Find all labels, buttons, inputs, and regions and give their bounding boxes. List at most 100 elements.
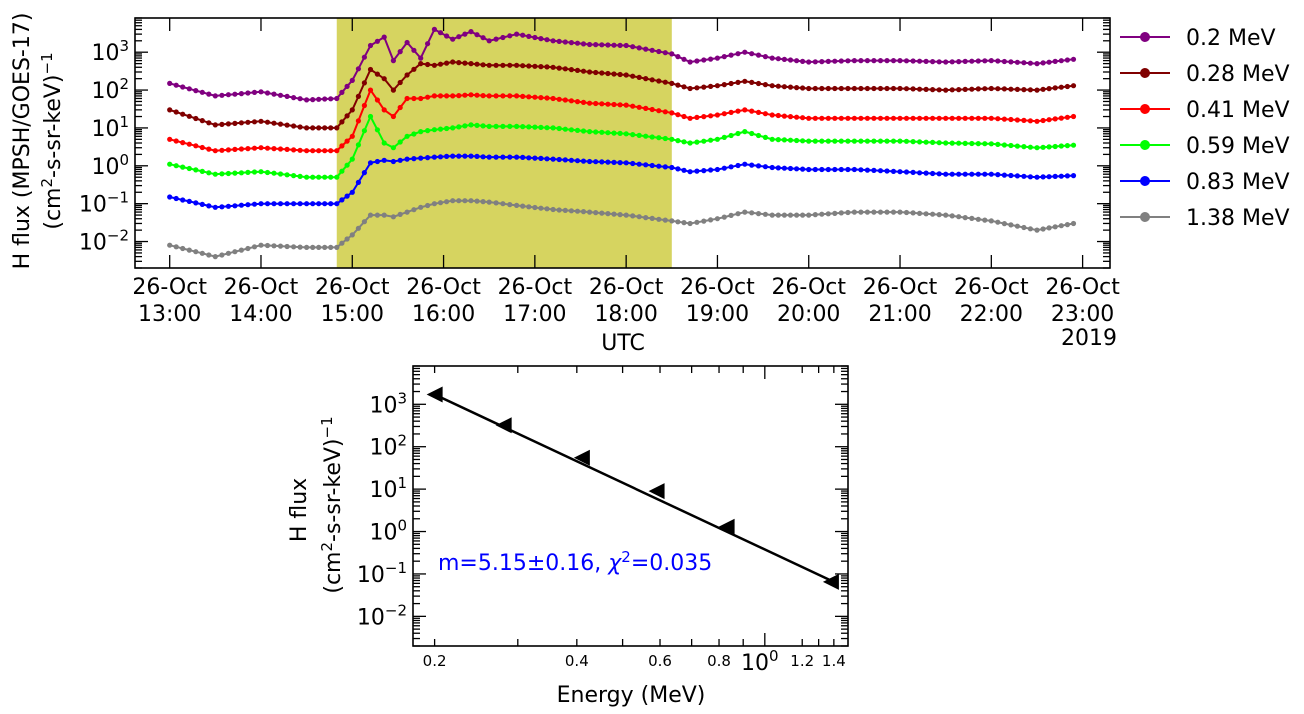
- series-2-point-27: [339, 143, 345, 149]
- series-4-point-96: [781, 165, 788, 171]
- series-4-point-28: [344, 193, 350, 199]
- series-3-point-59: [544, 125, 550, 131]
- series-3-point-0: [167, 161, 173, 167]
- series-2-point-101: [812, 115, 818, 121]
- series-3-point-55: [520, 124, 526, 130]
- series-3-point-21: [304, 174, 310, 180]
- series-3-point-110: [871, 138, 877, 144]
- series-0-point-69: [605, 42, 611, 48]
- series-4-point-141: [1070, 173, 1077, 179]
- series-3-point-45: [456, 124, 462, 130]
- series-3-point-112: [884, 138, 890, 144]
- series-4-point-9: [225, 203, 231, 209]
- series-4-point-139: [1058, 173, 1064, 179]
- series-0-point-49: [480, 35, 486, 41]
- series-3-point-136: [1040, 144, 1046, 150]
- series-3-point-114: [897, 138, 903, 144]
- series-4-point-122: [949, 171, 955, 177]
- y-tick-label: 101: [91, 113, 129, 142]
- series-3-point-115: [903, 138, 910, 144]
- series-4-point-58: [538, 155, 544, 161]
- series-0-point-68: [599, 42, 605, 48]
- y-tick-label: 102: [369, 432, 407, 461]
- series-4-point-26: [334, 201, 340, 207]
- series-5-point-30: [355, 225, 361, 231]
- x-tick-label-time: 21:00: [868, 302, 931, 327]
- spectrum-point-2: [573, 449, 590, 466]
- series-1-point-6: [206, 120, 212, 126]
- series-lines: [169, 28, 1074, 258]
- x-minor-tick-label: 0.4: [565, 652, 589, 670]
- series-1-point-84: [701, 84, 707, 90]
- series-3-point-31: [361, 128, 367, 134]
- series-3-point-87: [721, 134, 727, 140]
- series-0-point-65: [580, 41, 587, 47]
- series-1-point-44: [450, 59, 456, 65]
- series-0-point-50: [486, 38, 492, 44]
- series-0-point-33: [374, 38, 380, 44]
- series-1-point-83: [694, 85, 700, 91]
- series-4-point-88: [728, 164, 734, 170]
- series-1-point-88: [728, 80, 734, 87]
- x-tick-label-time: 13:00: [138, 302, 201, 327]
- series-5-point-34: [381, 212, 387, 218]
- series-2-point-8: [219, 147, 225, 153]
- series-5-point-67: [593, 210, 599, 216]
- series-1-point-117: [917, 86, 923, 92]
- series-0-point-57: [532, 34, 538, 41]
- series-2-point-140: [1064, 114, 1070, 120]
- series-4-point-118: [923, 170, 929, 176]
- series-3-point-69: [605, 130, 611, 136]
- series-4-point-113: [890, 168, 897, 174]
- series-3-point-140: [1064, 143, 1070, 149]
- series-3-point-49: [480, 123, 486, 129]
- series-3-point-17: [277, 171, 284, 177]
- series-1-point-101: [812, 85, 818, 92]
- series-1-point-62: [562, 66, 568, 72]
- series-1-point-97: [787, 84, 794, 90]
- series-3-point-139: [1058, 143, 1064, 149]
- series-1-point-37: [404, 72, 410, 78]
- series-0-point-31: [361, 54, 367, 60]
- series-4-point-72: [623, 160, 629, 166]
- series-4-point-85: [708, 167, 714, 173]
- series-3-point-135: [1034, 145, 1040, 151]
- series-0-point-120: [936, 59, 942, 65]
- series-4-point-97: [787, 165, 794, 172]
- series-5-point-6: [206, 252, 212, 258]
- y-tick-label: 10−1: [357, 559, 407, 588]
- series-5-point-55: [520, 203, 526, 209]
- series-4-point-77: [656, 163, 662, 169]
- series-3-point-85: [708, 137, 714, 143]
- series-3-point-60: [550, 125, 556, 131]
- series-4-point-43: [444, 153, 450, 159]
- series-4-point-34: [381, 157, 387, 163]
- series-2-point-28: [344, 138, 350, 144]
- series-3-point-28: [344, 162, 350, 168]
- series-3-point-62: [562, 126, 568, 132]
- series-5-point-42: [437, 200, 444, 206]
- series-2-point-40: [425, 94, 431, 100]
- x-minor-tick-label: 1.4: [822, 652, 846, 670]
- series-2-point-52: [500, 93, 506, 99]
- series-1-point-40: [425, 61, 431, 68]
- series-2-point-79: [669, 110, 675, 116]
- series-3-point-25: [328, 174, 334, 180]
- series-1-point-43: [444, 60, 450, 66]
- spectrum-point-5: [822, 573, 839, 590]
- series-0-point-118: [923, 58, 929, 64]
- legend-label-2: 0.41 MeV: [1186, 98, 1290, 123]
- series-3-point-64: [574, 127, 581, 133]
- series-3-point-72: [623, 131, 629, 137]
- event-shaded-interval: [336, 18, 672, 268]
- series-5-point-96: [781, 212, 788, 218]
- series-0-point-104: [832, 58, 838, 64]
- series-1-point-129: [995, 86, 1001, 92]
- y-tick-label: 100: [369, 517, 407, 546]
- series-0-point-48: [474, 32, 480, 38]
- series-5-point-45: [456, 198, 462, 204]
- series-2-point-10: [232, 146, 238, 152]
- series-1-point-72: [623, 72, 629, 78]
- series-1-point-81: [681, 84, 687, 90]
- x-tick-label-date: 26-Oct: [589, 275, 664, 300]
